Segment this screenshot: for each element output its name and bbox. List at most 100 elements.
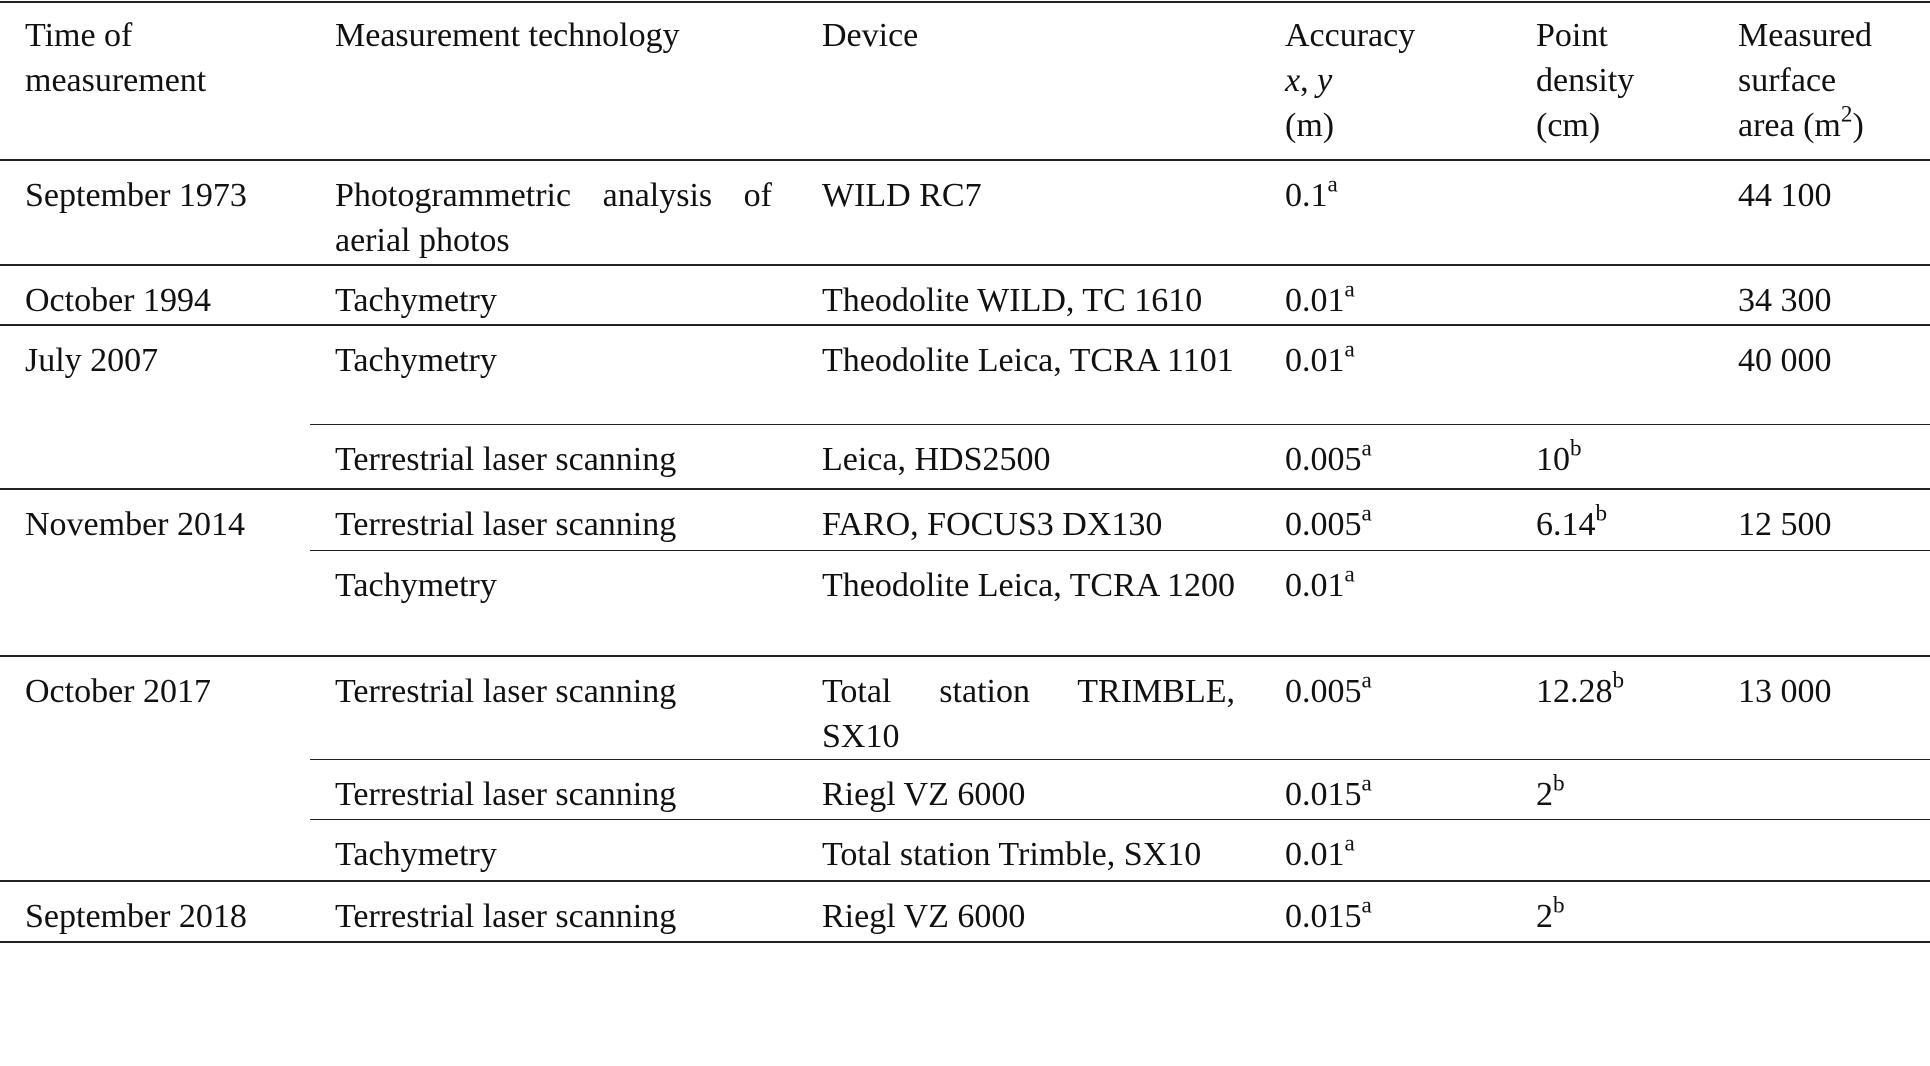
cell-density: 6.14b [1511,488,1713,550]
cell-density: 2b [1511,759,1713,820]
cell-technology: Tachymetry [310,324,797,424]
density-value: 6.14 [1536,506,1596,543]
header-text: surface [1738,62,1837,99]
cell-technology: Terrestrial laser scanning [310,759,797,820]
accuracy-value: 0.01 [1285,342,1345,379]
cell-density [1511,549,1713,656]
cell-accuracy: 0.005a [1260,655,1511,760]
accuracy-value: 0.01 [1285,282,1345,319]
cell-time: September 2018 [0,879,310,943]
cell-device: Total station TRIMBLE, SX10 [797,655,1260,760]
cell-density [1511,159,1713,265]
header-text: (m) [1285,107,1335,144]
cell-time: July 2007 [0,324,310,489]
table-row: Terrestrial laser scanning Riegl VZ 6000 0… [0,759,1930,820]
header-text: density [1536,62,1635,99]
accuracy-value: 0.1 [1285,177,1328,214]
cell-device: Leica, HDS2500 [797,423,1260,489]
cell-technology: Tachymetry [310,819,797,881]
cell-device: Theodolite Leica, TCRA 1200 [797,549,1260,656]
cell-accuracy: 0.015a [1260,759,1511,820]
footnote-mark: a [1361,667,1372,694]
cell-area: 12 500 [1713,488,1930,550]
cell-device: FARO, FOCUS3 DX130 [797,488,1260,550]
accuracy-value: 0.005 [1285,506,1362,543]
cell-area [1713,759,1930,820]
cell-area [1713,819,1930,881]
accuracy-value: 0.015 [1285,776,1362,813]
cell-technology: Terrestrial laser scanning [310,488,797,550]
density-value: 2 [1536,776,1553,813]
cell-time: November 2014 [0,488,310,656]
density-value: 2 [1536,897,1553,935]
cell-area: 13 000 [1713,655,1930,760]
cell-accuracy: 0.01a [1260,264,1511,325]
cell-density: 12.28b [1511,655,1713,760]
footnote-mark: b [1612,667,1625,694]
header-text: Point [1536,17,1608,54]
accuracy-value: 0.005 [1285,440,1362,478]
cell-technology: Terrestrial laser scanning [310,655,797,760]
cell-technology: Terrestrial laser scanning [310,879,797,943]
footnote-mark: a [1361,770,1372,797]
header-text: ) [1852,107,1864,144]
cell-technology: Photogrammetric analysis of aerial photo… [310,159,797,265]
footnote-mark: a [1344,276,1355,303]
footnote-mark: a [1361,500,1372,527]
header-area: Measured surface area (m2) [1713,1,1930,161]
cell-time: October 1994 [0,264,310,325]
cell-device: Theodolite Leica, TCRA 1101 [797,324,1260,424]
header-text: (cm) [1536,107,1601,144]
footnote-mark: b [1570,435,1582,462]
cell-device: Total station Trimble, SX10 [797,819,1260,881]
cell-accuracy: 0.005a [1260,423,1511,489]
header-text: x [1285,62,1301,99]
header-accuracy: Accuracy x, y (m) [1260,1,1511,161]
footnote-mark: b [1553,770,1565,797]
cell-area [1713,879,1930,943]
cell-technology: Tachymetry [310,549,797,656]
cell-area: 40 000 [1713,324,1930,424]
cell-device: Riegl VZ 6000 [797,759,1260,820]
header-text: Accuracy [1285,17,1416,54]
footnote-mark: a [1344,830,1355,857]
cell-accuracy: 0.01a [1260,549,1511,656]
header-text: Measured [1738,17,1873,54]
header-text: measurement [25,62,207,99]
accuracy-value: 0.005 [1285,673,1362,710]
cell-density [1511,324,1713,424]
cell-density [1511,819,1713,881]
cell-accuracy: 0.1a [1260,159,1511,265]
cell-time: September 1973 [0,159,310,265]
header-text: y [1317,62,1333,99]
cell-density: 10b [1511,423,1713,489]
cell-density [1511,264,1713,325]
header-text: , [1300,62,1318,99]
cell-device: WILD RC7 [797,159,1260,265]
cell-accuracy: 0.01a [1260,819,1511,881]
cell-accuracy: 0.015a [1260,879,1511,943]
cell-device: Riegl VZ 6000 [797,879,1260,943]
cell-density: 2b [1511,879,1713,943]
accuracy-value: 0.015 [1285,897,1362,935]
table-row: September 2018 Terrestrial laser scanning… [0,879,1930,943]
header-text: 2 [1840,101,1853,128]
footnote-mark: a [1361,435,1372,462]
cell-time: October 2017 [0,655,310,881]
footnote-mark: a [1361,892,1372,919]
cell-device: Theodolite WILD, TC 1610 [797,264,1260,325]
table-row: November 2014 Terrestrial laser scanning F… [0,488,1930,656]
cell-area: 34 300 [1713,264,1930,325]
cell-area [1713,423,1930,489]
footnote-mark: a [1344,561,1355,588]
table-row: Terrestrial laser scanning Leica, HDS2500… [0,423,1930,489]
density-value: 10 [1536,440,1570,478]
table-row: Tachymetry Theodolite Leica, TCRA 1200 0.0… [0,549,1930,656]
cell-accuracy: 0.005a [1260,488,1511,550]
accuracy-value: 0.01 [1285,566,1345,604]
cell-technology: Terrestrial laser scanning [310,423,797,489]
header-row: Time of measurement Measurement technolog… [0,1,1930,161]
cell-technology: Tachymetry [310,264,797,325]
accuracy-value: 0.01 [1285,836,1345,873]
footnote-mark: b [1553,892,1565,919]
